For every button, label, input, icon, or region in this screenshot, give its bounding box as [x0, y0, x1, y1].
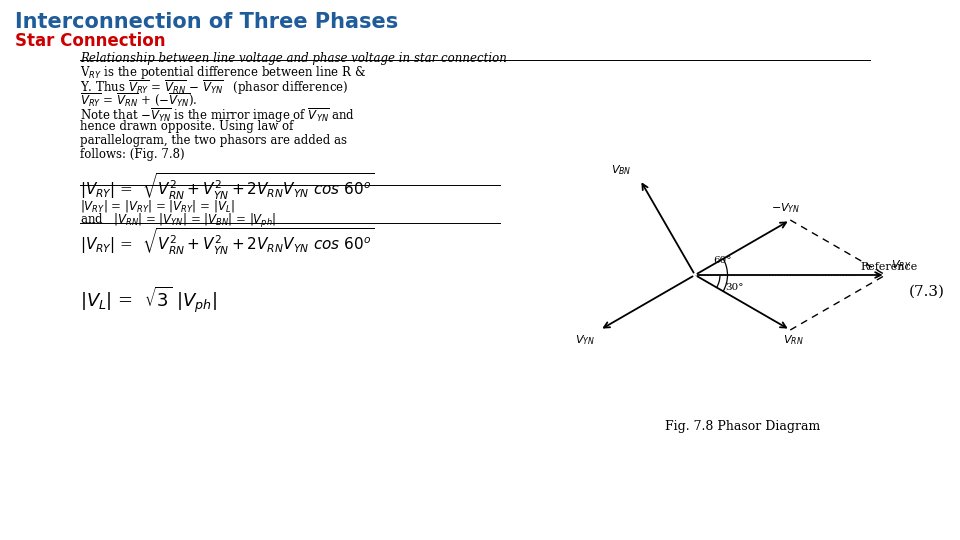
- Text: V$_{RY}$ is the potential difference between line R &: V$_{RY}$ is the potential difference bet…: [80, 64, 366, 81]
- Text: and   $|V_{RN}|$ = $|V_{YN}|$ = $|V_{BN}|$ = $|V_{ph}|$: and $|V_{RN}|$ = $|V_{YN}|$ = $|V_{BN}|$…: [80, 212, 276, 230]
- Text: $V_{RN}$: $V_{RN}$: [783, 333, 804, 347]
- Text: $|V_L|$ =  $\sqrt{3}$ $|V_{ph}|$: $|V_L|$ = $\sqrt{3}$ $|V_{ph}|$: [80, 285, 217, 315]
- Text: $|V_{RY}|$ =  $\sqrt{V_{RN}^2 + V_{YN}^2 + 2V_{RN}V_{YN}\ cos\ 60^o}$: $|V_{RY}|$ = $\sqrt{V_{RN}^2 + V_{YN}^2 …: [80, 172, 374, 202]
- Text: Reference: Reference: [860, 262, 917, 272]
- Text: 60°: 60°: [713, 256, 732, 265]
- Text: $V_{RY}$: $V_{RY}$: [891, 258, 911, 272]
- Text: 30°: 30°: [725, 283, 743, 292]
- Text: $\overline{V_{RY}}$ = $\overline{V_{RN}}$ + ($-\overline{V_{YN}}$).: $\overline{V_{RY}}$ = $\overline{V_{RN}}…: [80, 92, 197, 109]
- Text: $|V_{RY}|$ =  $\sqrt{V_{RN}^2 + V_{YN}^2 + 2V_{RN}V_{YN}\ cos\ 60^o}$: $|V_{RY}|$ = $\sqrt{V_{RN}^2 + V_{YN}^2 …: [80, 227, 374, 258]
- Text: $V_{BN}$: $V_{BN}$: [612, 163, 632, 177]
- Text: Star Connection: Star Connection: [15, 32, 165, 50]
- Text: Interconnection of Three Phases: Interconnection of Three Phases: [15, 12, 398, 32]
- Text: follows: (Fig. 7.8): follows: (Fig. 7.8): [80, 148, 184, 161]
- Text: (7.3): (7.3): [909, 285, 945, 299]
- Text: Relationship between line voltage and phase voltage in star connection: Relationship between line voltage and ph…: [80, 52, 507, 65]
- Text: Y. Thus $\overline{V_{RY}}$ = $\overline{V_{RN}}$ $-$ $\overline{V_{YN}}$   (pha: Y. Thus $\overline{V_{RY}}$ = $\overline…: [80, 78, 348, 97]
- Text: parallelogram, the two phasors are added as: parallelogram, the two phasors are added…: [80, 134, 347, 147]
- Text: $-V_{YN}$: $-V_{YN}$: [771, 201, 800, 215]
- Text: $V_{YN}$: $V_{YN}$: [575, 333, 595, 347]
- Text: Note that $-\overline{V_{YN}}$ is the mirror image of $\overline{V_{YN}}$ and: Note that $-\overline{V_{YN}}$ is the mi…: [80, 106, 355, 125]
- Text: Fig. 7.8 Phasor Diagram: Fig. 7.8 Phasor Diagram: [665, 420, 820, 433]
- Text: $|V_{RY}|$ = $|V_{RY}|$ = $|V_{RY}|$ = $|V_L|$: $|V_{RY}|$ = $|V_{RY}|$ = $|V_{RY}|$ = $…: [80, 198, 234, 214]
- Text: hence drawn opposite. Using law of: hence drawn opposite. Using law of: [80, 120, 294, 133]
